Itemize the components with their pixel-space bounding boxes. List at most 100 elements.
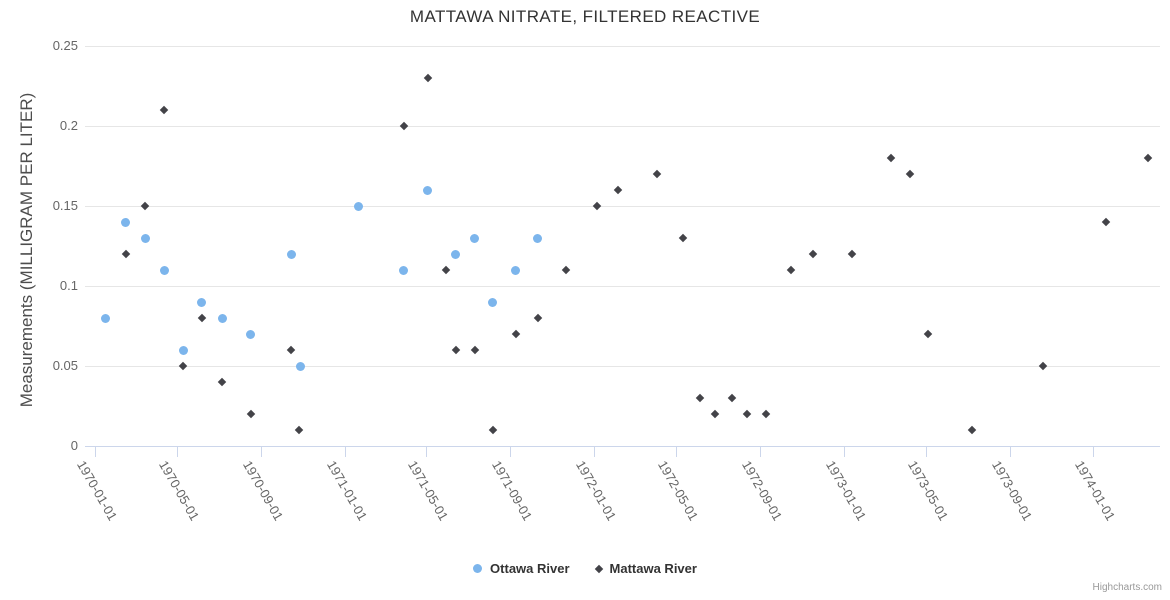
- data-point-ottawa-river[interactable]: [353, 201, 363, 211]
- data-point-mattawa-river[interactable]: [218, 377, 227, 387]
- x-axis-label: 1970-01-01: [74, 458, 121, 524]
- data-point-ottawa-river[interactable]: [140, 233, 150, 243]
- data-point-mattawa-river[interactable]: [179, 361, 188, 371]
- data-point-mattawa-river[interactable]: [652, 169, 661, 179]
- diamond-marker-icon: [594, 564, 603, 573]
- chart-title: MATTAWA NITRATE, FILTERED REACTIVE: [409, 7, 761, 26]
- data-point-mattawa-river[interactable]: [761, 409, 771, 419]
- data-point-mattawa-river[interactable]: [695, 393, 704, 403]
- legend-item-mattawa-river[interactable]: Mattawa River: [594, 561, 697, 576]
- data-point-mattawa-river[interactable]: [1143, 153, 1152, 163]
- circle-marker-icon: [473, 564, 483, 573]
- data-point-mattawa-river[interactable]: [808, 249, 818, 259]
- data-point-mattawa-river[interactable]: [592, 201, 602, 211]
- data-point-mattawa-river[interactable]: [287, 345, 296, 355]
- data-point-ottawa-river[interactable]: [295, 361, 305, 371]
- data-point-ottawa-river[interactable]: [451, 249, 461, 259]
- data-point-mattawa-river[interactable]: [561, 265, 571, 275]
- data-point-mattawa-river[interactable]: [140, 201, 150, 211]
- data-point-mattawa-river[interactable]: [905, 169, 915, 179]
- data-point-ottawa-river[interactable]: [511, 265, 521, 275]
- data-point-mattawa-river[interactable]: [511, 329, 521, 339]
- y-axis-label: 0.15: [52, 198, 78, 213]
- data-point-ottawa-river[interactable]: [217, 313, 227, 323]
- data-point-mattawa-river[interactable]: [470, 345, 480, 355]
- data-point-ottawa-river[interactable]: [178, 345, 188, 355]
- x-axis-label: 1971-09-01: [489, 458, 536, 524]
- x-axis-tick: [760, 447, 762, 457]
- y-gridline: [85, 46, 1160, 47]
- x-axis-tick: [344, 447, 346, 457]
- x-axis-label: 1973-09-01: [988, 458, 1035, 524]
- data-point-ottawa-river[interactable]: [399, 265, 409, 275]
- y-gridline: [85, 286, 1160, 287]
- x-axis-tick: [261, 447, 263, 457]
- data-point-mattawa-river[interactable]: [246, 409, 256, 419]
- x-axis-tick: [95, 447, 97, 457]
- data-point-ottawa-river[interactable]: [159, 265, 169, 275]
- data-point-ottawa-river[interactable]: [286, 249, 296, 259]
- y-axis-label: 0.2: [59, 118, 78, 133]
- x-axis-label: 1970-09-01: [240, 458, 287, 524]
- x-axis-tick: [510, 447, 512, 457]
- data-point-mattawa-river[interactable]: [121, 249, 131, 259]
- legend-item-ottawa-river[interactable]: Ottawa River: [473, 561, 570, 576]
- data-point-ottawa-river[interactable]: [423, 185, 433, 195]
- data-point-mattawa-river[interactable]: [294, 425, 304, 435]
- data-point-mattawa-river[interactable]: [728, 393, 737, 403]
- x-axis-tick: [177, 447, 179, 457]
- x-axis-label: 1972-05-01: [655, 458, 702, 524]
- data-point-ottawa-river[interactable]: [246, 329, 256, 339]
- data-point-mattawa-river[interactable]: [679, 233, 688, 243]
- y-gridline: [85, 366, 1160, 367]
- data-point-mattawa-river[interactable]: [451, 345, 461, 355]
- data-point-mattawa-river[interactable]: [1038, 361, 1047, 371]
- highcharts-credits[interactable]: Highcharts.com: [1092, 582, 1162, 593]
- data-point-mattawa-river[interactable]: [967, 425, 977, 435]
- legend-label-ottawa-river: Ottawa River: [490, 561, 570, 576]
- data-point-mattawa-river[interactable]: [886, 153, 896, 163]
- x-axis-label: 1971-05-01: [405, 458, 452, 524]
- data-point-mattawa-river[interactable]: [399, 121, 409, 131]
- x-axis-label: 1972-01-01: [572, 458, 620, 524]
- legend: Ottawa River Mattawa River: [0, 561, 1170, 576]
- data-point-mattawa-river[interactable]: [847, 249, 857, 259]
- data-point-mattawa-river[interactable]: [441, 265, 450, 275]
- x-axis-tick: [1009, 447, 1011, 457]
- data-point-mattawa-river[interactable]: [159, 105, 169, 115]
- y-axis-label: 0: [70, 438, 78, 453]
- legend-label-mattawa-river: Mattawa River: [609, 561, 697, 576]
- y-axis-label: 0.25: [52, 38, 78, 53]
- data-point-ottawa-river[interactable]: [533, 233, 543, 243]
- x-axis-tick: [593, 447, 595, 457]
- y-gridline: [85, 206, 1160, 207]
- y-axis-label: 0.1: [59, 278, 78, 293]
- data-point-ottawa-river[interactable]: [100, 313, 110, 323]
- data-point-mattawa-river[interactable]: [1101, 217, 1111, 227]
- data-point-mattawa-river[interactable]: [197, 313, 207, 323]
- data-point-mattawa-river[interactable]: [923, 329, 933, 339]
- x-axis-label: 1972-09-01: [739, 458, 786, 524]
- x-axis-label: 1973-05-01: [904, 458, 951, 524]
- data-point-ottawa-river[interactable]: [121, 217, 131, 227]
- data-point-mattawa-river[interactable]: [488, 425, 497, 435]
- data-point-ottawa-river[interactable]: [488, 297, 498, 307]
- data-point-mattawa-river[interactable]: [533, 313, 543, 323]
- data-point-mattawa-river[interactable]: [786, 265, 795, 275]
- data-point-mattawa-river[interactable]: [423, 73, 433, 83]
- data-point-mattawa-river[interactable]: [613, 185, 622, 195]
- x-axis-line: [85, 446, 1160, 447]
- x-axis-tick: [925, 447, 927, 457]
- x-axis-label: 1974-01-01: [1072, 458, 1119, 524]
- x-axis-tick: [1093, 447, 1095, 457]
- x-axis-label: 1973-01-01: [822, 458, 870, 524]
- y-gridline: [85, 126, 1160, 127]
- data-point-ottawa-river[interactable]: [470, 233, 480, 243]
- x-axis-tick: [843, 447, 845, 457]
- data-point-ottawa-river[interactable]: [197, 297, 207, 307]
- data-point-mattawa-river[interactable]: [711, 409, 720, 419]
- y-axis-label: 0.05: [52, 358, 78, 373]
- x-axis-tick: [676, 447, 678, 457]
- data-point-mattawa-river[interactable]: [743, 409, 752, 419]
